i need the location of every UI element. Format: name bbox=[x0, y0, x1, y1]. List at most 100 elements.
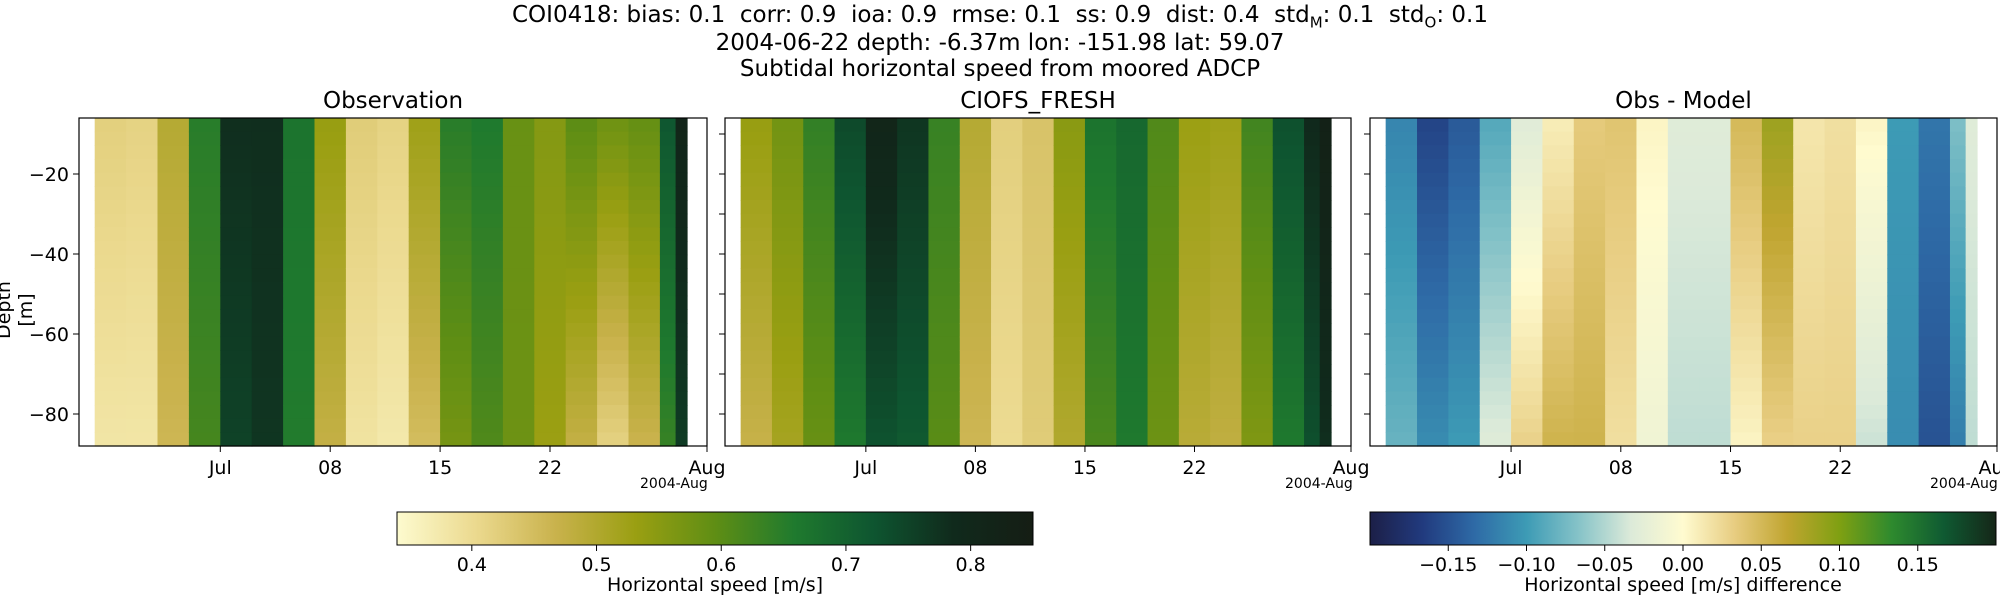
heatmap-cell bbox=[188, 213, 221, 228]
heatmap-cell bbox=[1573, 405, 1606, 420]
heatmap-cell bbox=[1699, 323, 1732, 338]
heatmap-cell bbox=[314, 172, 347, 187]
heatmap-cell bbox=[1730, 172, 1763, 187]
panel-frame bbox=[1369, 117, 1998, 447]
heatmap-cell bbox=[408, 377, 441, 392]
heatmap-cell bbox=[471, 282, 504, 297]
heatmap-cell bbox=[1887, 159, 1920, 174]
heatmap-cell bbox=[865, 145, 898, 160]
heatmap-cell bbox=[126, 323, 159, 338]
heatmap-cell bbox=[1385, 282, 1418, 297]
heatmap-cell bbox=[1965, 432, 1978, 447]
heatmap-cell bbox=[1887, 336, 1920, 351]
heatmap-cell bbox=[1448, 295, 1481, 310]
heatmap-cell bbox=[1178, 364, 1211, 379]
heatmap-cell bbox=[1178, 186, 1211, 201]
heatmap-cell bbox=[345, 200, 378, 215]
heatmap-cell bbox=[1949, 118, 1967, 133]
heatmap-cell bbox=[771, 186, 804, 201]
heatmap-cell bbox=[251, 377, 284, 392]
heatmap-cell bbox=[126, 336, 159, 351]
heatmap-cell bbox=[1304, 186, 1321, 201]
heatmap-cell bbox=[1241, 118, 1274, 133]
heatmap-cell bbox=[803, 405, 836, 420]
heatmap-cell bbox=[283, 282, 316, 297]
colorbar-difference bbox=[1369, 511, 1997, 546]
heatmap-cell bbox=[1511, 377, 1544, 392]
heatmap-cell bbox=[1949, 200, 1967, 215]
heatmap-cell bbox=[675, 295, 688, 310]
heatmap-cell bbox=[1053, 159, 1086, 174]
heatmap-cell bbox=[188, 323, 221, 338]
heatmap-cell bbox=[1022, 172, 1055, 187]
heatmap-cell bbox=[1084, 159, 1117, 174]
heatmap-cell bbox=[991, 145, 1023, 160]
heatmap-cell bbox=[1730, 254, 1763, 269]
heatmap-cell bbox=[659, 145, 677, 160]
heatmap-cell bbox=[740, 295, 773, 310]
heatmap-cell bbox=[1178, 227, 1211, 242]
heatmap-cell bbox=[251, 336, 284, 351]
heatmap-cell bbox=[471, 186, 504, 201]
heatmap-cell bbox=[502, 118, 535, 133]
heatmap-cell bbox=[1304, 405, 1321, 420]
heatmap-cell bbox=[628, 213, 661, 228]
heatmap-cell bbox=[1147, 323, 1180, 338]
heatmap-cell bbox=[1417, 145, 1449, 160]
heatmap-cell bbox=[659, 418, 677, 433]
heatmap-cell bbox=[1965, 418, 1978, 433]
figure-title-line-3: Subtidal horizontal speed from moored AD… bbox=[739, 56, 1261, 82]
heatmap-cell bbox=[1022, 227, 1055, 242]
heatmap-cell bbox=[502, 364, 535, 379]
heatmap-cell bbox=[471, 200, 504, 215]
heatmap-cell bbox=[771, 227, 804, 242]
heatmap-cell bbox=[1241, 336, 1274, 351]
heatmap-cell bbox=[377, 418, 410, 433]
heatmap-cell bbox=[1573, 309, 1606, 324]
heatmap-cell bbox=[675, 118, 688, 133]
heatmap-cell bbox=[1573, 186, 1606, 201]
heatmap-cell bbox=[1605, 336, 1638, 351]
heatmap-cell bbox=[94, 391, 127, 406]
heatmap-cell bbox=[1147, 131, 1180, 146]
heatmap-cell bbox=[502, 200, 535, 215]
heatmap-cell bbox=[928, 405, 961, 420]
heatmap-cell bbox=[1793, 227, 1826, 242]
heatmap-cell bbox=[1636, 405, 1669, 420]
heatmap-cell bbox=[959, 364, 992, 379]
heatmap-cell bbox=[1542, 227, 1575, 242]
heatmap-cell bbox=[534, 227, 567, 242]
heatmap-cell bbox=[1855, 241, 1888, 256]
heatmap-cell bbox=[1965, 213, 1978, 228]
heatmap-cell bbox=[1699, 145, 1732, 160]
title-stats-prefix: COI0418: bias: 0.1 corr: 0.9 ioa: 0.9 rm… bbox=[512, 2, 1310, 28]
heatmap-cell bbox=[897, 364, 930, 379]
heatmap-cell bbox=[1667, 268, 1700, 283]
heatmap-cell bbox=[597, 145, 630, 160]
x-offset-label-model: 2004-Aug bbox=[1285, 476, 1353, 492]
heatmap-cell bbox=[1304, 268, 1321, 283]
heatmap-cell bbox=[345, 336, 378, 351]
heatmap-cell bbox=[1147, 282, 1180, 297]
heatmap-cell bbox=[220, 186, 253, 201]
heatmap-cell bbox=[1636, 418, 1669, 433]
heatmap-cell bbox=[1304, 309, 1321, 324]
heatmap-cell bbox=[94, 432, 127, 447]
heatmap-cell bbox=[188, 159, 221, 174]
heatmap-cell bbox=[897, 309, 930, 324]
heatmap-cell bbox=[377, 350, 410, 365]
heatmap-cell bbox=[1605, 227, 1638, 242]
heatmap-cell bbox=[1965, 254, 1978, 269]
heatmap-cell bbox=[534, 323, 567, 338]
heatmap-cell bbox=[1699, 241, 1732, 256]
heatmap-cell bbox=[1636, 364, 1669, 379]
heatmap-cell bbox=[1304, 391, 1321, 406]
heatmap-cell bbox=[865, 268, 898, 283]
heatmap-cell bbox=[188, 405, 221, 420]
heatmap-cell bbox=[834, 323, 867, 338]
heatmap-cell bbox=[440, 118, 473, 133]
heatmap-cell bbox=[408, 159, 441, 174]
heatmap-cell bbox=[565, 145, 598, 160]
heatmap-cell bbox=[597, 213, 630, 228]
heatmap-cell bbox=[220, 336, 253, 351]
